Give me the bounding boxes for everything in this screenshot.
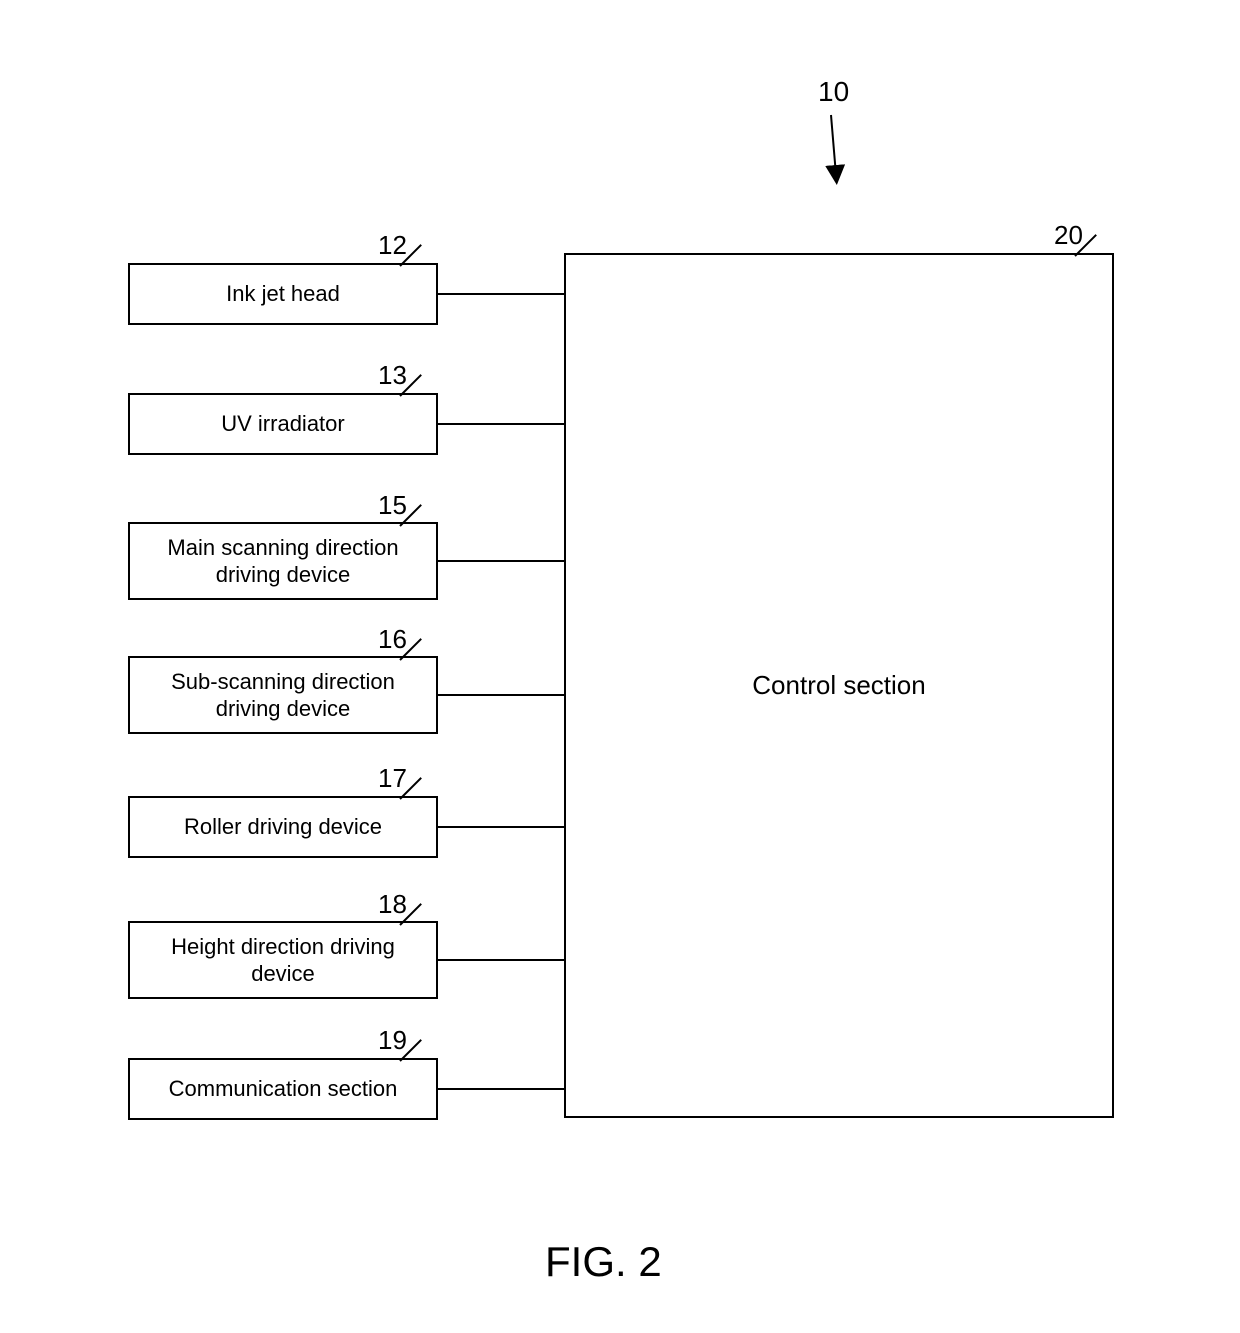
block-label-0: Ink jet head [226,280,340,308]
block-0: Ink jet head [128,263,438,325]
connector-0 [438,293,564,295]
block-label-6: Communication section [169,1075,398,1103]
ref-label-15: 15 [378,490,407,521]
ref-label-16: 16 [378,624,407,655]
connector-5 [438,959,564,961]
block-3: Sub-scanning direction driving device [128,656,438,734]
ref-label-18: 18 [378,889,407,920]
control-section-box: Control section [564,253,1114,1118]
block-4: Roller driving device [128,796,438,858]
block-1: UV irradiator [128,393,438,455]
connector-6 [438,1088,564,1090]
block-label-1: UV irradiator [221,410,344,438]
ref-label-13: 13 [378,360,407,391]
diagram-canvas: 10 Control section 20 Ink jet head 12 UV i… [0,0,1240,1333]
block-label-4: Roller driving device [184,813,382,841]
connector-1 [438,423,564,425]
ref-label-12: 12 [378,230,407,261]
connector-3 [438,694,564,696]
block-5: Height direction driving device [128,921,438,999]
connector-4 [438,826,564,828]
control-section-label: Control section [752,669,925,702]
connector-2 [438,560,564,562]
figure-caption: FIG. 2 [545,1238,662,1286]
ref-main: 10 [818,76,849,108]
ref-label-17: 17 [378,763,407,794]
ref-20: 20 [1054,220,1083,251]
block-label-2: Main scanning direction driving device [138,534,428,589]
block-2: Main scanning direction driving device [128,522,438,600]
block-6: Communication section [128,1058,438,1120]
ref-label-19: 19 [378,1025,407,1056]
block-label-5: Height direction driving device [138,933,428,988]
block-label-3: Sub-scanning direction driving device [138,668,428,723]
